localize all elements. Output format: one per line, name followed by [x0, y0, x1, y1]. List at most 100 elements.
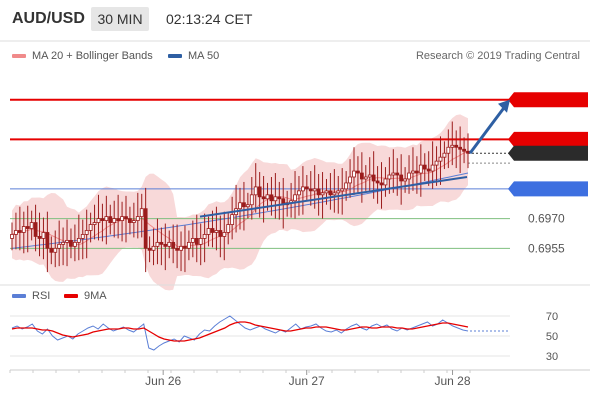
candle-body: [222, 232, 227, 237]
candle-body: [53, 247, 58, 253]
candle-body: [202, 234, 207, 239]
candle-body: [120, 216, 124, 221]
candle-body: [336, 190, 341, 194]
candle-body: [37, 236, 42, 239]
candle-body: [238, 202, 242, 210]
candle-body: [226, 224, 231, 233]
candle-body: [76, 238, 81, 243]
candle-body: [84, 230, 89, 235]
candle-body: [363, 176, 368, 180]
candle-body: [29, 222, 34, 229]
candle-body: [179, 245, 183, 251]
candle-body: [139, 208, 144, 218]
candle-body: [80, 234, 85, 239]
candle-body: [249, 194, 254, 206]
candle-body: [128, 218, 132, 223]
candle-body: [186, 241, 191, 249]
candle-body: [383, 178, 388, 186]
level-label-box: [508, 92, 588, 108]
candle-body: [395, 172, 400, 176]
candle-body: [210, 228, 215, 233]
level-label-box: [508, 131, 588, 147]
symbol-title: AUD/USD: [12, 10, 85, 27]
price-legend: MA 20 + Bollinger Bands MA 50 Research ©…: [0, 50, 590, 66]
candle-body: [344, 182, 349, 190]
candle-body: [269, 194, 274, 202]
level-label-box: [508, 181, 588, 197]
legend-ma50-label: MA 50: [188, 50, 220, 62]
legend-rsi: RSI: [12, 290, 50, 302]
candle-body: [88, 224, 93, 231]
candle-body: [273, 196, 278, 202]
legend-rsi-ma-label: 9MA: [84, 290, 107, 302]
rsi-line: [11, 315, 469, 351]
rsi-tick-label: 50: [546, 331, 558, 343]
candle-body: [454, 144, 459, 148]
timeframe-selector[interactable]: 30 MIN: [91, 7, 149, 31]
candle-body: [265, 194, 270, 200]
candle-body: [147, 247, 152, 251]
candle-body: [104, 216, 109, 221]
candle-body: [33, 222, 38, 237]
candle-body: [96, 218, 101, 223]
candle-body: [422, 164, 427, 170]
level-label-box: [508, 145, 588, 161]
x-tick-label: Jun 28: [435, 374, 471, 388]
candle-body: [387, 174, 392, 180]
candle-body: [175, 247, 180, 251]
bollinger-swatch-icon: [12, 54, 26, 58]
candle-body: [297, 190, 301, 196]
rsi-ma-swatch-icon: [64, 294, 78, 298]
candle-body: [379, 182, 384, 186]
candle-body: [171, 241, 176, 249]
candle-body: [414, 170, 419, 174]
candle-body: [308, 188, 313, 192]
candle-body: [218, 230, 223, 237]
candle-body: [462, 148, 466, 152]
candle-body: [206, 228, 211, 235]
candle-body: [367, 174, 372, 178]
candle-body: [183, 245, 187, 249]
candle-body: [261, 196, 266, 200]
candle-body: [411, 170, 415, 174]
candle-body: [108, 216, 113, 223]
candle-body: [100, 218, 105, 221]
candle-body: [426, 168, 431, 172]
rsi-tick-label: 70: [546, 311, 558, 323]
candle-body: [194, 238, 199, 245]
candle-body: [14, 230, 18, 235]
candle-body: [340, 188, 345, 192]
candle-body: [348, 176, 352, 184]
candle-body: [112, 218, 117, 223]
candle-body: [418, 164, 423, 174]
rsi-ma-line: [11, 321, 469, 342]
candle-body: [403, 178, 408, 182]
candle-body: [17, 230, 22, 233]
candles: [10, 121, 470, 273]
candle-body: [124, 216, 128, 219]
support-trendline: [199, 176, 468, 218]
candle-body: [442, 152, 447, 158]
legend-rsi-label: RSI: [32, 290, 51, 302]
clock-readout: 02:13:24 CET: [166, 11, 253, 27]
candle-body: [230, 214, 235, 225]
candle-body: [371, 174, 376, 182]
rsi-tick-label: 30: [546, 351, 558, 363]
candle-body: [446, 146, 451, 154]
candle-body: [438, 156, 443, 162]
chart-header: AUD/USD 30 MIN 02:13:24 CET: [0, 0, 590, 38]
candle-body: [375, 180, 380, 184]
candle-body: [316, 188, 321, 196]
candle-body: [135, 216, 140, 221]
candle-body: [304, 186, 309, 190]
candle-body: [399, 174, 404, 182]
candle-body: [253, 186, 258, 196]
candle-body: [458, 146, 463, 150]
candle-body: [57, 243, 62, 249]
candle-body: [359, 172, 364, 180]
rsi-legend: RSI 9MA: [0, 290, 300, 304]
ma50-swatch-icon: [168, 54, 182, 58]
candle-body: [65, 239, 69, 243]
candle-body: [92, 222, 97, 225]
